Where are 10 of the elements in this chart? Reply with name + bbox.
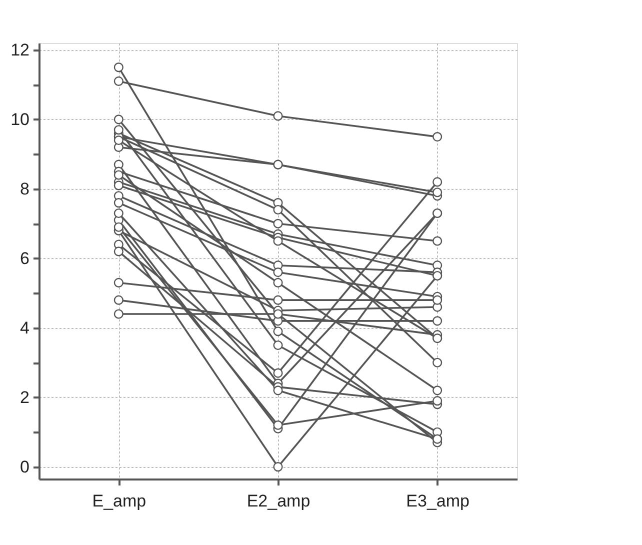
y-tick-label: 10 <box>10 110 30 129</box>
x-tick-label: E3_amp <box>406 492 470 510</box>
y-tick-label: 6 <box>20 248 30 268</box>
x-tick-label: E2_amp <box>246 492 310 510</box>
y-tick-label: 0 <box>20 457 30 476</box>
y-tick-label: 12 <box>10 40 30 60</box>
y-tick-label: 2 <box>20 388 30 407</box>
y-tick-label: 8 <box>20 179 30 198</box>
x-tick-label: E_amp <box>92 492 146 510</box>
y-tick-label: 4 <box>20 318 30 338</box>
